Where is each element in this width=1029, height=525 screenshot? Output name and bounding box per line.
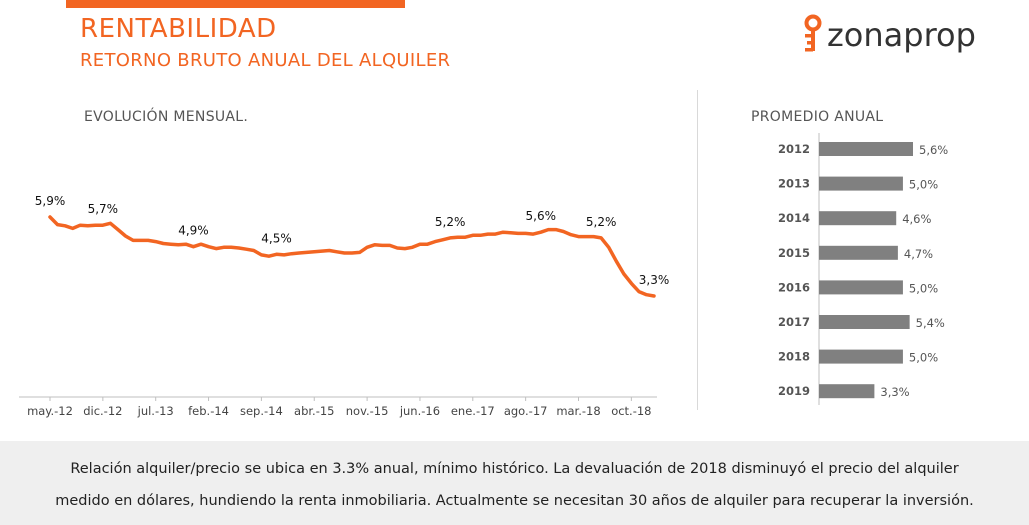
x-tick-label: ene.-17	[451, 404, 495, 418]
bar	[819, 245, 898, 260]
bar-chart: 2012 5,6% 2013 5,0% 2014 4,6% 2015 4,7% 2016 5,0%…	[778, 133, 948, 405]
category-label: 2014	[778, 211, 810, 225]
category-label: 2013	[778, 177, 810, 191]
line-chart-title: EVOLUCIÓN MENSUAL.	[84, 109, 249, 125]
bar	[819, 176, 903, 191]
data-label: 4,5%	[261, 231, 292, 245]
x-tick-label: jul.-13	[137, 404, 174, 418]
data-label: 5,6%	[526, 209, 557, 223]
bar	[819, 280, 903, 295]
bar-value-label: 3,3%	[880, 385, 909, 399]
bar-value-label: 5,0%	[909, 351, 938, 365]
logo-text: zonaprop	[827, 16, 976, 54]
data-label: 5,7%	[88, 202, 119, 216]
x-tick-label: nov.-15	[346, 404, 389, 418]
data-label: 5,9%	[35, 194, 66, 208]
category-label: 2018	[778, 350, 810, 364]
bar	[819, 142, 913, 156]
bar	[819, 384, 875, 399]
bar	[819, 315, 910, 329]
page-title: RENTABILIDAD	[80, 14, 277, 44]
data-label: 5,2%	[435, 215, 466, 229]
bar	[819, 349, 903, 364]
footer-note: Relación alquiler/precio se ubica en 3.3…	[0, 441, 1029, 525]
bar-value-label: 5,0%	[909, 281, 938, 295]
line-chart: may.-12 dic.-12 jul.-13 feb.-14 sep.-14 abr.-…	[19, 194, 670, 418]
x-tick-label: sep.-14	[240, 404, 283, 418]
bar-value-label: 4,6%	[902, 212, 931, 226]
data-label: 3,3%	[639, 273, 670, 287]
footer-line-2: medido en dólares, hundiendo la renta in…	[55, 493, 974, 509]
zonaprop-logo-icon	[804, 14, 822, 52]
series-line	[48, 215, 656, 298]
x-tick-label: mar.-18	[556, 404, 600, 418]
section-divider	[697, 90, 698, 410]
x-tick-label: ago.-17	[504, 404, 548, 418]
data-label: 4,9%	[178, 224, 209, 238]
bar-value-label: 4,7%	[904, 247, 933, 261]
x-tick-label: oct.-18	[611, 404, 651, 418]
footer-line-1: Relación alquiler/precio se ubica en 3.3…	[70, 461, 959, 477]
x-tick-label: jun.-16	[399, 404, 440, 418]
x-tick-label: dic.-12	[83, 404, 122, 418]
bar-value-label: 5,6%	[919, 143, 948, 157]
bar-value-label: 5,0%	[909, 178, 938, 192]
category-label: 2015	[778, 246, 810, 260]
category-label: 2019	[778, 384, 810, 398]
data-label: 5,2%	[586, 215, 617, 229]
page-subtitle: RETORNO BRUTO ANUAL DEL ALQUILER	[80, 50, 451, 71]
category-label: 2016	[778, 280, 810, 294]
x-tick-label: abr.-15	[294, 404, 334, 418]
category-label: 2017	[778, 315, 810, 329]
category-label: 2012	[778, 142, 810, 156]
bar-chart-title: PROMEDIO ANUAL	[751, 109, 884, 125]
bar	[819, 211, 897, 226]
x-tick-label: may.-12	[27, 404, 73, 418]
bar-value-label: 5,4%	[916, 316, 945, 330]
x-tick-label: feb.-14	[188, 404, 229, 418]
header-accent-bar	[66, 0, 405, 8]
